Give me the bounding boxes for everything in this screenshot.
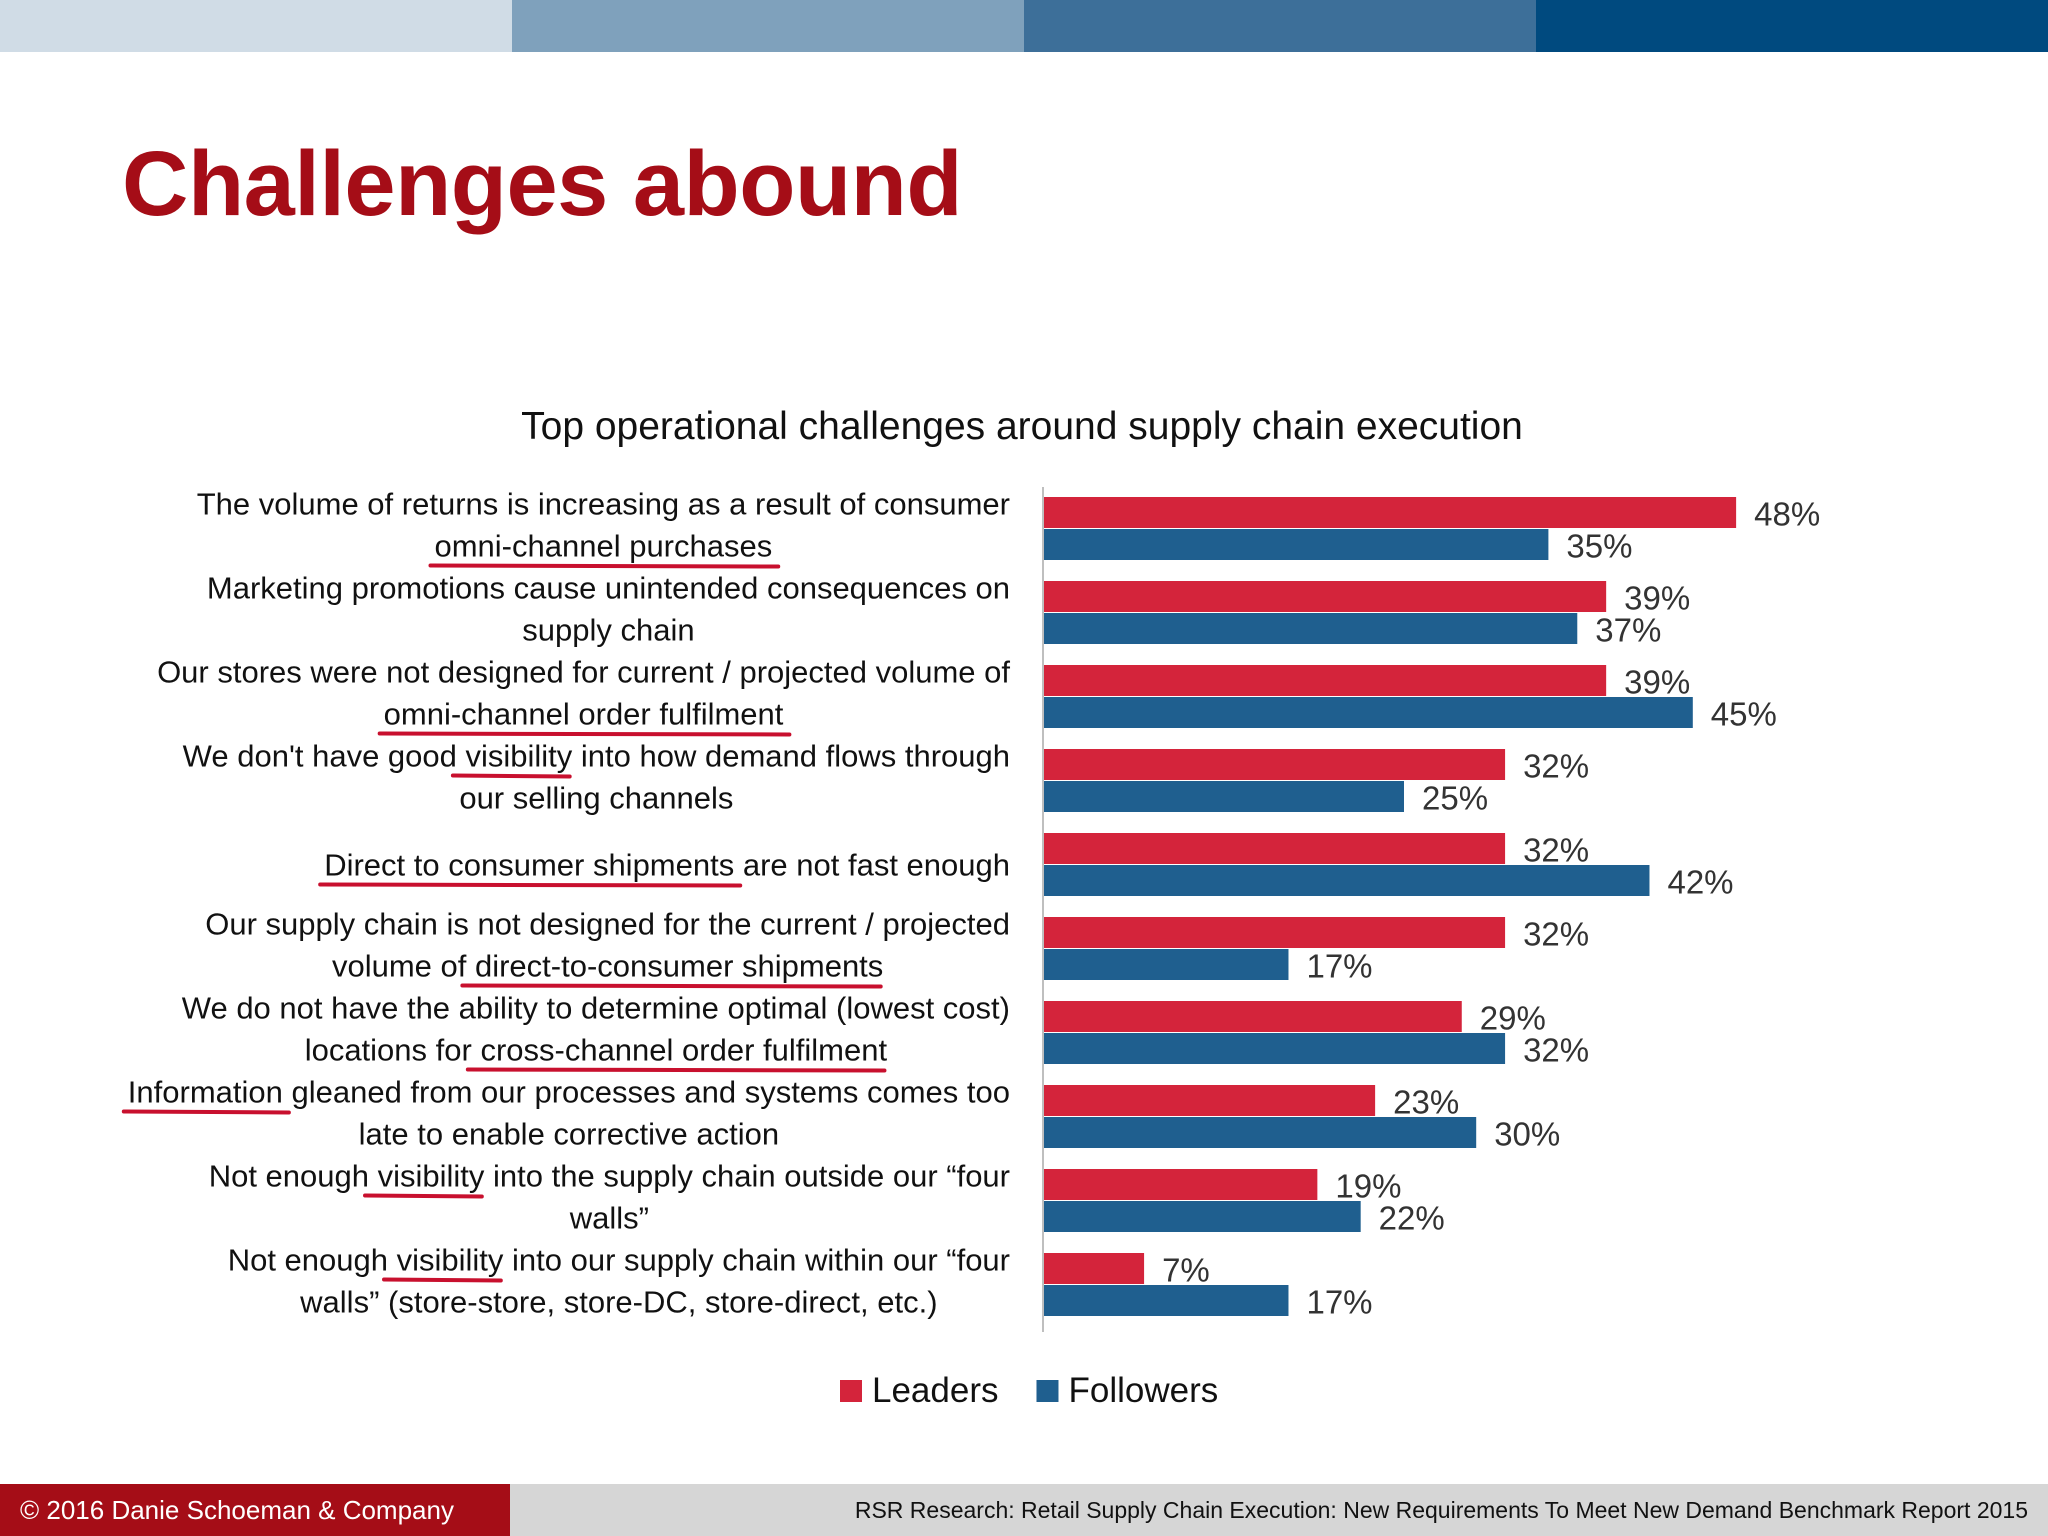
chart-title: Top operational challenges around supply… bbox=[521, 405, 1523, 448]
category-label: Not enough visibility into our supply ch… bbox=[228, 1243, 1010, 1278]
category-label: our selling channels bbox=[459, 781, 733, 816]
source-footer: RSR Research: Retail Supply Chain Execut… bbox=[510, 1484, 2048, 1536]
top-color-band bbox=[0, 0, 2048, 52]
followers-bar bbox=[1043, 781, 1404, 812]
leaders-value-label: 32% bbox=[1523, 832, 1589, 869]
followers-bar bbox=[1043, 949, 1289, 980]
copyright-footer: © 2016 Danie Schoeman & Company bbox=[0, 1484, 510, 1536]
category-label: omni-channel purchases bbox=[434, 529, 772, 564]
followers-value-label: 22% bbox=[1379, 1200, 1445, 1237]
followers-value-label: 32% bbox=[1523, 1032, 1589, 1069]
followers-bar bbox=[1043, 865, 1650, 896]
bar-chart: Top operational challenges around supply… bbox=[121, 405, 1820, 1410]
leaders-value-label: 23% bbox=[1393, 1084, 1459, 1121]
followers-value-label: 35% bbox=[1566, 528, 1632, 565]
category-label: walls” bbox=[569, 1201, 649, 1236]
leaders-value-label: 39% bbox=[1624, 580, 1690, 617]
category-label: Not enough visibility into the supply ch… bbox=[209, 1159, 1010, 1194]
emphasis-underline bbox=[363, 1193, 484, 1199]
followers-value-label: 37% bbox=[1595, 612, 1661, 649]
emphasis-underline bbox=[460, 983, 883, 989]
leaders-value-label: 48% bbox=[1754, 496, 1820, 533]
category-label: Direct to consumer shipments are not fas… bbox=[324, 848, 1010, 883]
leaders-bar bbox=[1043, 581, 1607, 612]
followers-bar bbox=[1043, 613, 1578, 644]
followers-value-label: 17% bbox=[1306, 1284, 1372, 1321]
leaders-bar bbox=[1043, 749, 1506, 780]
leaders-bar bbox=[1043, 665, 1607, 696]
followers-value-label: 30% bbox=[1494, 1116, 1560, 1153]
category-label: locations for cross-channel order fulfil… bbox=[305, 1033, 888, 1068]
slide-title: Challenges abound bbox=[122, 133, 963, 235]
followers-value-label: 42% bbox=[1667, 864, 1733, 901]
category-label: Our stores were not designed for current… bbox=[157, 655, 1010, 690]
emphasis-underline bbox=[377, 731, 792, 737]
followers-bar bbox=[1043, 1201, 1361, 1232]
band-segment-4 bbox=[1536, 0, 2048, 52]
leaders-bar bbox=[1043, 1085, 1376, 1116]
category-label: We do not have the ability to determine … bbox=[182, 991, 1010, 1026]
leaders-value-label: 32% bbox=[1523, 916, 1589, 953]
leaders-bar bbox=[1043, 833, 1506, 864]
followers-legend-swatch bbox=[1036, 1380, 1059, 1402]
followers-bar bbox=[1043, 1285, 1289, 1316]
followers-bar bbox=[1043, 697, 1693, 728]
followers-value-label: 45% bbox=[1711, 696, 1777, 733]
category-label: walls” (store-store, store-DC, store-dir… bbox=[299, 1285, 937, 1320]
category-label: volume of direct-to-consumer shipments bbox=[332, 949, 883, 984]
leaders-legend-swatch bbox=[840, 1380, 862, 1402]
category-label: Our supply chain is not designed for the… bbox=[205, 907, 1010, 942]
emphasis-underline bbox=[465, 1067, 887, 1073]
leaders-bar bbox=[1043, 1001, 1462, 1032]
band-segment-2 bbox=[512, 0, 1024, 52]
leaders-bar bbox=[1043, 1169, 1318, 1200]
leaders-bar bbox=[1043, 1253, 1145, 1284]
emphasis-underline bbox=[121, 1109, 291, 1115]
category-label: late to enable corrective action bbox=[359, 1117, 779, 1152]
category-label: omni-channel order fulfilment bbox=[384, 697, 784, 732]
emphasis-underline bbox=[428, 563, 781, 569]
followers-bar bbox=[1043, 529, 1549, 560]
leaders-value-label: 29% bbox=[1480, 1000, 1546, 1037]
category-label: The volume of returns is increasing as a… bbox=[197, 487, 1010, 522]
band-segment-3 bbox=[1024, 0, 1536, 52]
leaders-bar bbox=[1043, 917, 1506, 948]
followers-value-label: 25% bbox=[1422, 780, 1488, 817]
leaders-value-label: 19% bbox=[1335, 1168, 1401, 1205]
leaders-bar bbox=[1043, 497, 1737, 528]
leaders-legend-label: Leaders bbox=[872, 1371, 998, 1410]
emphasis-underline bbox=[318, 882, 743, 888]
followers-bar bbox=[1043, 1033, 1506, 1064]
category-label: Information gleaned from our processes a… bbox=[128, 1075, 1010, 1110]
category-label: Marketing promotions cause unintended co… bbox=[207, 571, 1010, 606]
leaders-value-label: 32% bbox=[1523, 748, 1589, 785]
followers-bar bbox=[1043, 1117, 1477, 1148]
category-label: supply chain bbox=[522, 613, 694, 648]
leaders-value-label: 39% bbox=[1624, 664, 1690, 701]
emphasis-underline bbox=[382, 1277, 503, 1283]
followers-value-label: 17% bbox=[1306, 948, 1372, 985]
band-segment-1 bbox=[0, 0, 512, 52]
emphasis-underline bbox=[450, 773, 572, 779]
followers-legend-label: Followers bbox=[1068, 1371, 1218, 1410]
leaders-value-label: 7% bbox=[1162, 1252, 1210, 1289]
category-label: We don't have good visibility into how d… bbox=[183, 739, 1010, 774]
